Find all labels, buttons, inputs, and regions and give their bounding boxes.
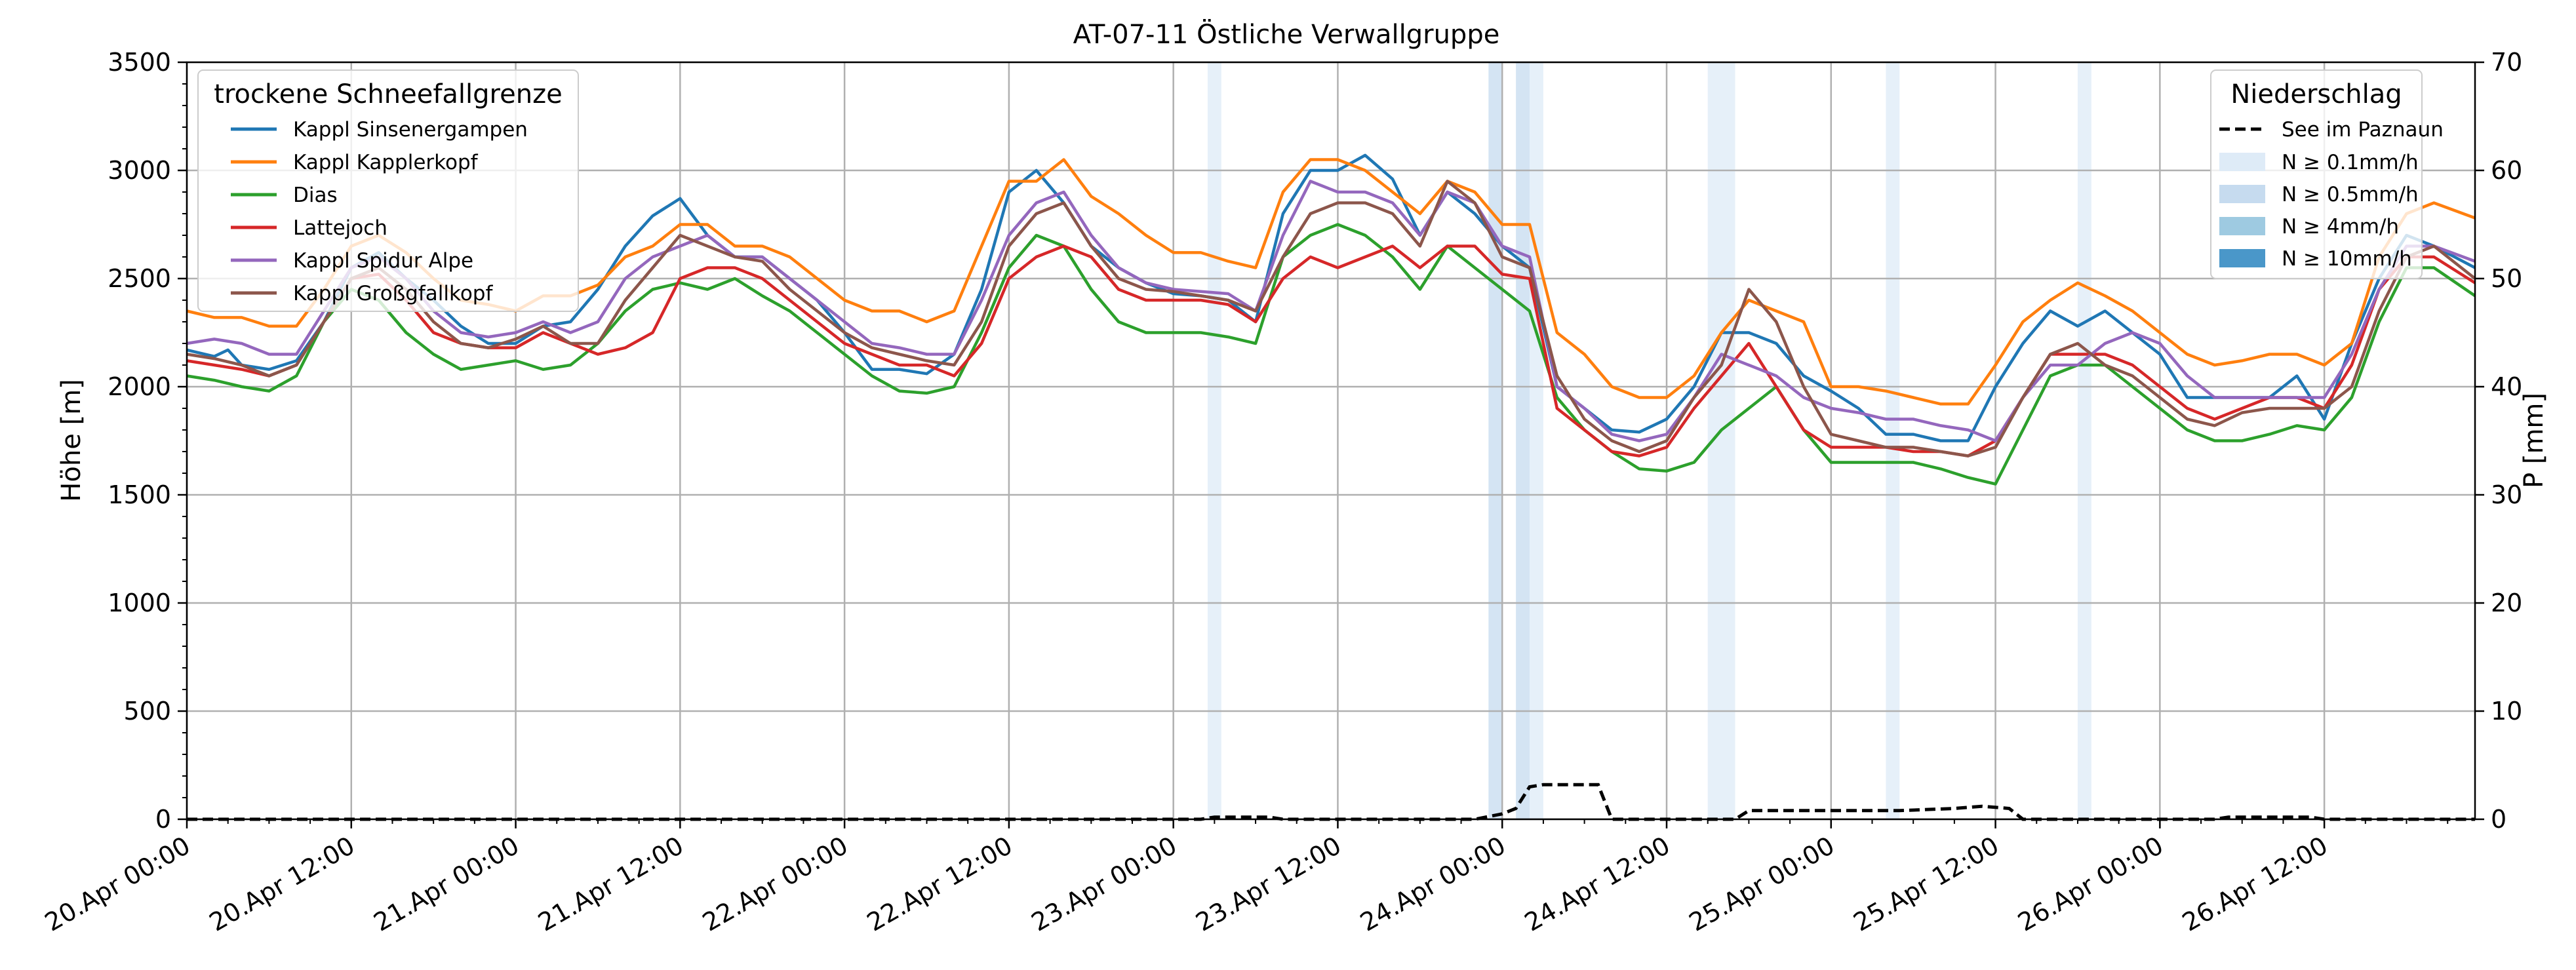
y-axis-title: Höhe [m] [56,379,87,501]
precip-band [1488,62,1503,819]
y-tick-label: 500 [123,697,171,726]
y2-tick-label: 30 [2491,480,2522,509]
legend-band-label: N ≥ 4mm/h [2282,215,2399,239]
y2-axis-title: P [mm] [2519,393,2549,488]
y2-axis-ticks: 0 10 20 30 40 50 60 70 [2475,48,2522,834]
y-tick-label: 2000 [108,372,171,401]
precip-band [1530,62,1543,819]
legend-left-items: Kappl Sinsenergampen Kappl Kapplerkopf Dia… [231,118,528,305]
y-axis-ticks: 0 500 1000 1500 2000 2500 3000 3500 [108,48,187,834]
legend-band-swatch [2219,249,2265,267]
legend-left-title: trockene Schneefallgrenze [214,79,562,109]
y-tick-label: 3000 [108,156,171,185]
y2-tick-label: 50 [2491,264,2522,293]
legend-band-label: N ≥ 0.5mm/h [2282,183,2419,206]
y-tick-label: 1000 [108,589,171,617]
y2-tick-label: 60 [2491,156,2522,185]
legend-entry-label: Kappl Sinsenergampen [293,118,528,142]
series-line [186,223,2476,486]
legend-band-label: N ≥ 0.1mm/h [2282,151,2419,174]
legend-right-bands: N ≥ 0.1mm/h N ≥ 0.5mm/h N ≥ 4mm/h N ≥ 10mm/… [2219,151,2419,271]
legend-band-label: N ≥ 10mm/h [2282,247,2412,271]
precip-band [1516,62,1530,819]
precip-band [2077,62,2091,819]
legend-left-box [197,69,579,312]
series-lines [186,153,2476,486]
legend-right: Niederschlag See im Paznaun N ≥ 0.1mm/hN… [2210,69,2444,279]
y2-tick-label: 70 [2491,48,2522,77]
y2-tick-label: 0 [2491,805,2507,834]
series-line [186,180,2476,442]
y-tick-label: 2500 [108,264,171,293]
y-tick-label: 1500 [108,480,171,509]
y2-tick-label: 10 [2491,697,2522,726]
precip-band [1207,62,1221,819]
y-tick-label: 0 [155,805,171,834]
legend-line-label: See im Paznaun [2282,118,2444,142]
legend-band-swatch [2219,185,2265,203]
legend-entry-label: Kappl Großgfallkopf [293,282,493,305]
y2-tick-label: 40 [2491,372,2522,401]
y2-tick-label: 20 [2491,589,2522,617]
series-line [186,180,2476,457]
legend-band-swatch [2219,217,2265,235]
legend-entry-label: Lattejoch [293,216,387,240]
y-tick-label: 3500 [108,48,171,77]
legend-left: trockene Schneefallgrenze Kappl Sinsener… [197,69,579,312]
precip-band [1886,62,1900,819]
legend-entry-label: Dias [293,184,338,207]
legend-right-title: Niederschlag [2230,79,2402,109]
legend-entry-label: Kappl Kapplerkopf [293,151,479,174]
legend-band-swatch [2219,153,2265,171]
plot-frame [186,61,2476,821]
chart-title: AT-07-11 Östliche Verwallgruppe [1073,18,1500,50]
legend-entry-label: Kappl Spidur Alpe [293,249,473,273]
